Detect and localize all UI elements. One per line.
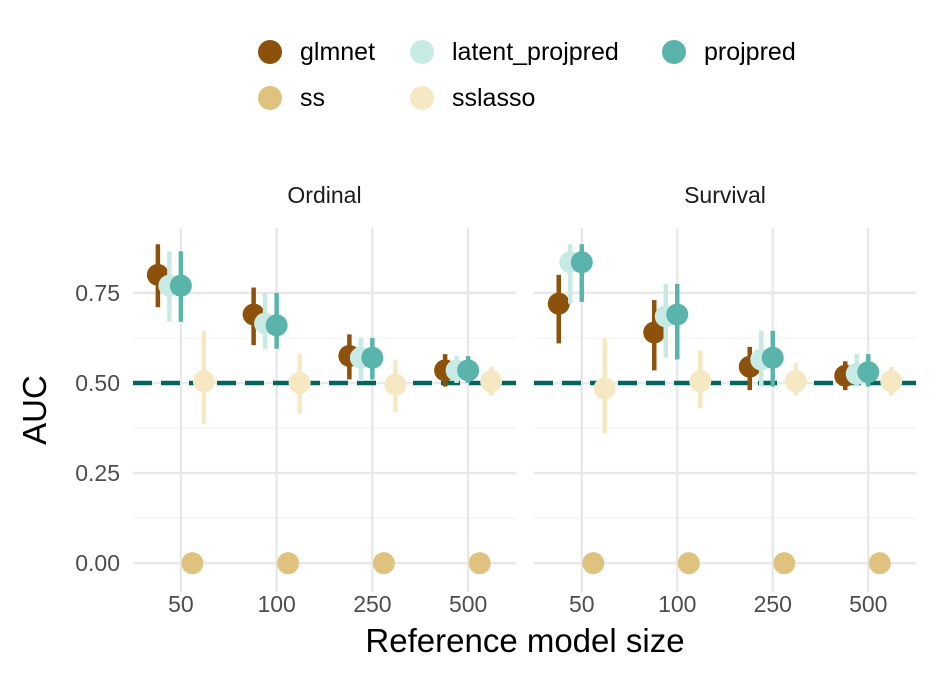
point-ordinal-projpred-100 <box>265 314 288 337</box>
point-survival-glmnet-100 <box>643 321 666 344</box>
point-ordinal-projpred-500 <box>457 359 480 382</box>
legend-swatch-latent-projpred <box>410 40 434 64</box>
point-ordinal-projpred-50 <box>169 274 192 297</box>
point-survival-sslasso-50 <box>593 377 616 400</box>
legend-item-ss: ss <box>258 80 325 116</box>
point-survival-ss-250 <box>773 552 796 575</box>
facet-label-ordinal: Ordinal <box>287 182 361 208</box>
legend-item-glmnet: glmnet <box>258 34 375 70</box>
y-axis-title: AUC <box>16 375 53 445</box>
point-survival-sslasso-500 <box>880 370 903 393</box>
point-survival-projpred-250 <box>761 346 784 369</box>
y-tick-label-0.00: 0.00 <box>75 550 120 576</box>
point-survival-sslasso-100 <box>689 370 712 393</box>
facet-label-survival: Survival <box>684 182 766 208</box>
x-axis-title: Reference model size <box>365 622 684 659</box>
legend-swatch-glmnet <box>258 40 282 64</box>
point-survival-ss-100 <box>677 552 700 575</box>
point-ordinal-ss-50 <box>181 552 204 575</box>
point-ordinal-ss-500 <box>468 552 491 575</box>
point-survival-sslasso-250 <box>784 370 807 393</box>
legend-swatch-sslasso <box>410 86 434 110</box>
grid-layer <box>133 228 916 592</box>
x-tick-label-ordinal-500: 500 <box>449 591 487 617</box>
data-layer <box>146 244 903 575</box>
point-survival-ss-50 <box>582 552 605 575</box>
legend-label-projpred: projpred <box>704 37 796 66</box>
point-ordinal-sslasso-100 <box>288 371 311 394</box>
x-tick-label-survival-50: 50 <box>569 591 595 617</box>
legend-label-sslasso: sslasso <box>452 83 536 112</box>
x-tick-label-ordinal-100: 100 <box>257 591 295 617</box>
legend: glmnet latent_projpred projpred ss sslas… <box>258 34 858 124</box>
legend-swatch-ss <box>258 86 282 110</box>
y-tick-label-0.75: 0.75 <box>75 280 120 306</box>
point-ordinal-ss-100 <box>277 552 300 575</box>
point-ordinal-projpred-250 <box>361 346 384 369</box>
point-ordinal-sslasso-250 <box>384 373 407 396</box>
point-survival-ss-500 <box>868 552 891 575</box>
point-survival-projpred-500 <box>857 361 880 384</box>
point-ordinal-sslasso-500 <box>480 370 503 393</box>
point-survival-projpred-100 <box>666 303 689 326</box>
x-tick-label-survival-500: 500 <box>849 591 887 617</box>
x-tick-label-survival-250: 250 <box>754 591 792 617</box>
point-ordinal-sslasso-50 <box>192 370 215 393</box>
x-tick-label-ordinal-50: 50 <box>168 591 194 617</box>
x-tick-label-ordinal-250: 250 <box>353 591 391 617</box>
legend-item-latent-projpred: latent_projpred <box>410 34 619 70</box>
legend-label-glmnet: glmnet <box>300 37 376 66</box>
legend-label-latent-projpred: latent_projpred <box>452 37 619 66</box>
x-tick-label-survival-100: 100 <box>658 591 696 617</box>
y-tick-label-0.25: 0.25 <box>75 460 120 486</box>
legend-item-projpred: projpred <box>662 34 796 70</box>
point-survival-glmnet-50 <box>547 292 570 315</box>
legend-item-sslasso: sslasso <box>410 80 535 116</box>
point-survival-projpred-50 <box>570 251 593 274</box>
y-tick-label-0.50: 0.50 <box>75 370 120 396</box>
text-layer: Ordinal 50 100 250 500 Survival 50 100 250 500 0.0… <box>16 182 887 659</box>
legend-label-ss: ss <box>300 83 325 112</box>
legend-swatch-projpred <box>662 40 686 64</box>
point-ordinal-ss-250 <box>372 552 395 575</box>
